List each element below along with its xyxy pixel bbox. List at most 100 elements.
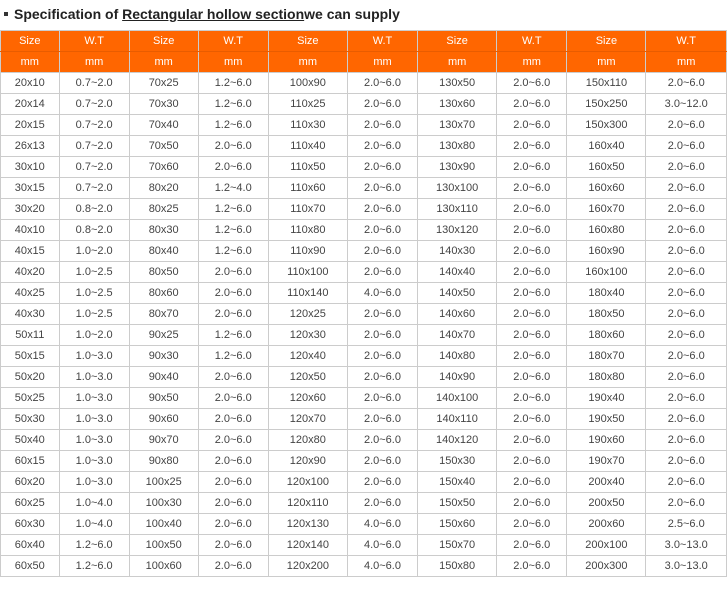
cell-wt: 1.0~3.0 bbox=[59, 346, 129, 367]
cell-wt: 4.0~6.0 bbox=[347, 283, 417, 304]
cell-size: 60x20 bbox=[1, 472, 60, 493]
cell-size: 50x15 bbox=[1, 346, 60, 367]
cell-wt: 2.0~6.0 bbox=[347, 94, 417, 115]
header-wt: W.T bbox=[347, 31, 417, 52]
cell-size: 140x40 bbox=[418, 262, 497, 283]
cell-size: 90x80 bbox=[129, 451, 198, 472]
cell-wt: 2.0~6.0 bbox=[347, 157, 417, 178]
cell-size: 100x40 bbox=[129, 514, 198, 535]
cell-wt: 2.0~6.0 bbox=[646, 136, 727, 157]
cell-wt: 1.0~3.0 bbox=[59, 451, 129, 472]
cell-size: 100x60 bbox=[129, 556, 198, 577]
cell-size: 90x70 bbox=[129, 430, 198, 451]
header-unit: mm bbox=[497, 52, 567, 73]
cell-wt: 2.0~6.0 bbox=[198, 556, 268, 577]
header-size: Size bbox=[1, 31, 60, 52]
cell-wt: 0.7~2.0 bbox=[59, 178, 129, 199]
table-row: 60x301.0~4.0100x402.0~6.0120x1304.0~6.01… bbox=[1, 514, 727, 535]
cell-wt: 4.0~6.0 bbox=[347, 535, 417, 556]
cell-wt: 1.2~6.0 bbox=[198, 94, 268, 115]
table-row: 40x251.0~2.580x602.0~6.0110x1404.0~6.014… bbox=[1, 283, 727, 304]
cell-size: 180x60 bbox=[567, 325, 646, 346]
header-size: Size bbox=[129, 31, 198, 52]
spec-table: SizeW.TSizeW.TSizeW.TSizeW.TSizeW.T mmmm… bbox=[0, 30, 727, 577]
cell-wt: 1.2~6.0 bbox=[198, 325, 268, 346]
cell-size: 40x30 bbox=[1, 304, 60, 325]
cell-wt: 2.0~6.0 bbox=[198, 367, 268, 388]
cell-size: 60x30 bbox=[1, 514, 60, 535]
cell-wt: 2.0~6.0 bbox=[497, 472, 567, 493]
cell-size: 110x40 bbox=[268, 136, 347, 157]
cell-size: 140x90 bbox=[418, 367, 497, 388]
cell-wt: 2.0~6.0 bbox=[347, 220, 417, 241]
cell-size: 160x50 bbox=[567, 157, 646, 178]
cell-size: 150x30 bbox=[418, 451, 497, 472]
cell-wt: 2.0~6.0 bbox=[497, 514, 567, 535]
cell-wt: 2.0~6.0 bbox=[646, 241, 727, 262]
cell-size: 130x60 bbox=[418, 94, 497, 115]
cell-size: 150x50 bbox=[418, 493, 497, 514]
cell-size: 26x13 bbox=[1, 136, 60, 157]
cell-size: 110x30 bbox=[268, 115, 347, 136]
cell-size: 70x60 bbox=[129, 157, 198, 178]
cell-size: 100x90 bbox=[268, 73, 347, 94]
cell-wt: 2.0~6.0 bbox=[497, 325, 567, 346]
cell-size: 140x50 bbox=[418, 283, 497, 304]
cell-size: 120x60 bbox=[268, 388, 347, 409]
cell-size: 160x70 bbox=[567, 199, 646, 220]
cell-size: 180x80 bbox=[567, 367, 646, 388]
cell-wt: 2.0~6.0 bbox=[347, 325, 417, 346]
cell-wt: 1.2~6.0 bbox=[59, 556, 129, 577]
table-row: 60x201.0~3.0100x252.0~6.0120x1002.0~6.01… bbox=[1, 472, 727, 493]
cell-size: 130x120 bbox=[418, 220, 497, 241]
cell-wt: 2.0~6.0 bbox=[646, 493, 727, 514]
title-underlined: Rectangular hollow section bbox=[122, 6, 304, 22]
cell-wt: 2.0~6.0 bbox=[198, 283, 268, 304]
cell-wt: 2.0~6.0 bbox=[347, 304, 417, 325]
cell-size: 40x10 bbox=[1, 220, 60, 241]
table-row: 50x301.0~3.090x602.0~6.0120x702.0~6.0140… bbox=[1, 409, 727, 430]
cell-wt: 2.0~6.0 bbox=[198, 472, 268, 493]
cell-wt: 3.0~13.0 bbox=[646, 535, 727, 556]
cell-wt: 2.0~6.0 bbox=[497, 451, 567, 472]
cell-size: 150x80 bbox=[418, 556, 497, 577]
cell-wt: 3.0~13.0 bbox=[646, 556, 727, 577]
cell-wt: 2.0~6.0 bbox=[347, 241, 417, 262]
cell-wt: 2.0~6.0 bbox=[646, 346, 727, 367]
cell-size: 110x100 bbox=[268, 262, 347, 283]
cell-wt: 2.0~6.0 bbox=[497, 388, 567, 409]
cell-size: 120x100 bbox=[268, 472, 347, 493]
header-unit: mm bbox=[59, 52, 129, 73]
cell-wt: 2.0~6.0 bbox=[347, 115, 417, 136]
cell-size: 80x70 bbox=[129, 304, 198, 325]
cell-wt: 0.7~2.0 bbox=[59, 136, 129, 157]
table-row: 40x100.8~2.080x301.2~6.0110x802.0~6.0130… bbox=[1, 220, 727, 241]
cell-wt: 2.0~6.0 bbox=[198, 451, 268, 472]
cell-wt: 1.2~6.0 bbox=[198, 115, 268, 136]
cell-wt: 2.0~6.0 bbox=[646, 430, 727, 451]
table-body: 20x100.7~2.070x251.2~6.0100x902.0~6.0130… bbox=[1, 73, 727, 577]
cell-size: 190x40 bbox=[567, 388, 646, 409]
cell-wt: 2.0~6.0 bbox=[198, 136, 268, 157]
cell-wt: 2.0~6.0 bbox=[497, 409, 567, 430]
cell-size: 200x50 bbox=[567, 493, 646, 514]
table-row: 60x151.0~3.090x802.0~6.0120x902.0~6.0150… bbox=[1, 451, 727, 472]
cell-size: 150x300 bbox=[567, 115, 646, 136]
table-row: 30x200.8~2.080x251.2~6.0110x702.0~6.0130… bbox=[1, 199, 727, 220]
cell-size: 80x40 bbox=[129, 241, 198, 262]
cell-size: 190x60 bbox=[567, 430, 646, 451]
cell-size: 80x20 bbox=[129, 178, 198, 199]
cell-wt: 2.0~6.0 bbox=[497, 283, 567, 304]
cell-size: 130x50 bbox=[418, 73, 497, 94]
header-unit: mm bbox=[646, 52, 727, 73]
page-title: Specification of Rectangular hollow sect… bbox=[0, 0, 727, 30]
cell-size: 50x40 bbox=[1, 430, 60, 451]
table-row: 20x100.7~2.070x251.2~6.0100x902.0~6.0130… bbox=[1, 73, 727, 94]
table-row: 60x501.2~6.0100x602.0~6.0120x2004.0~6.01… bbox=[1, 556, 727, 577]
cell-wt: 2.0~6.0 bbox=[497, 262, 567, 283]
cell-size: 30x10 bbox=[1, 157, 60, 178]
table-row: 50x401.0~3.090x702.0~6.0120x802.0~6.0140… bbox=[1, 430, 727, 451]
table-row: 50x251.0~3.090x502.0~6.0120x602.0~6.0140… bbox=[1, 388, 727, 409]
cell-size: 160x80 bbox=[567, 220, 646, 241]
cell-wt: 4.0~6.0 bbox=[347, 556, 417, 577]
